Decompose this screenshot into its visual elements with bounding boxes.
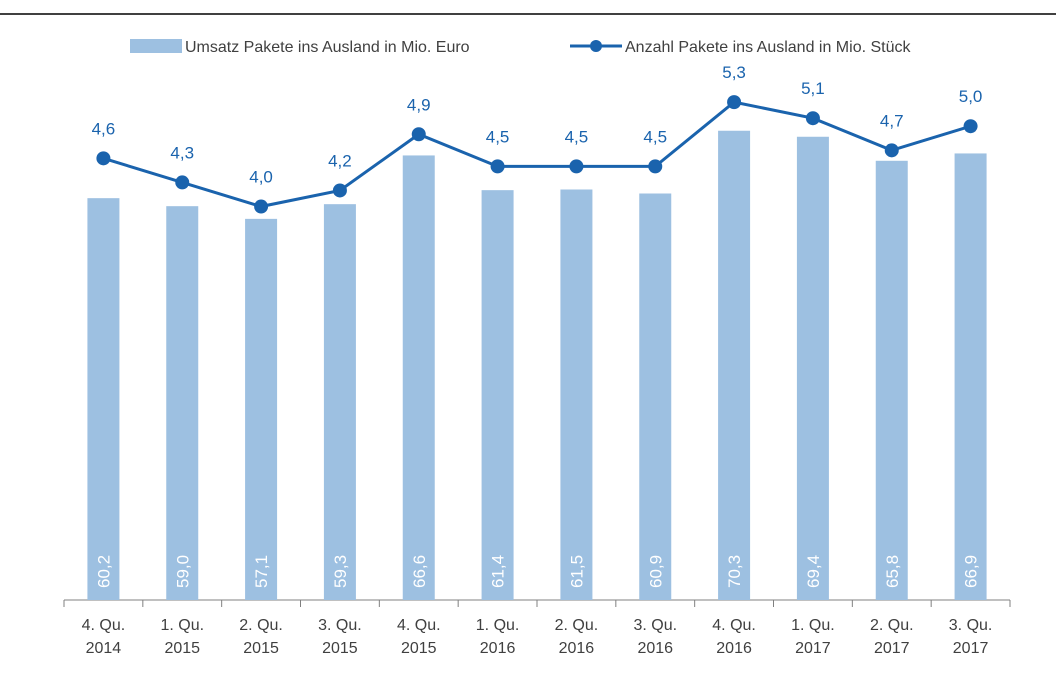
bar: [323, 204, 356, 601]
x-tick-label-line: 4. Qu.: [712, 617, 756, 634]
line-marker: [175, 175, 190, 190]
bar: [718, 130, 751, 600]
x-tick-label-line: 3. Qu.: [633, 617, 677, 634]
line-marker: [96, 151, 111, 166]
bar: [875, 160, 908, 600]
bar: [954, 153, 987, 600]
bar-value-label: 60,9: [646, 555, 665, 588]
bar: [639, 193, 672, 600]
line-marker: [884, 143, 899, 158]
x-tick-label-line: 2. Qu.: [239, 617, 283, 634]
bar: [166, 206, 199, 601]
line-value-label: 5,3: [722, 63, 746, 82]
x-tick-label-line: 3. Qu.: [949, 617, 993, 634]
x-tick-label: 4. Qu. 2015: [397, 617, 441, 657]
x-tick-label-line: 4. Qu.: [82, 617, 126, 634]
x-tick-label: 3. Qu. 2016: [633, 617, 677, 657]
x-tick-label: 3. Qu. 2015: [318, 617, 362, 657]
legend-marker: [590, 40, 602, 52]
line-marker: [411, 127, 426, 142]
line-value-label: 4,5: [643, 127, 667, 146]
x-tick-label-line: 2016: [716, 640, 752, 657]
bar: [481, 190, 514, 600]
x-tick-label-line: 2017: [874, 640, 910, 657]
x-tick-label-line: 2016: [480, 640, 516, 657]
bar-value-label: 70,3: [725, 555, 744, 588]
x-tick-label-line: 2. Qu.: [555, 617, 599, 634]
x-tick-label-line: 2015: [322, 640, 358, 657]
x-tick-label-line: 2. Qu.: [870, 617, 914, 634]
bar: [796, 136, 829, 600]
x-tick-label: 1. Qu. 2016: [476, 617, 520, 657]
x-tick-label-line: 2017: [795, 640, 831, 657]
x-tick-label-line: 1. Qu.: [160, 617, 204, 634]
line-value-label: 4,2: [328, 151, 352, 170]
line-value-label: 4,6: [92, 119, 116, 138]
bar: [402, 155, 435, 600]
x-tick-label-line: 2015: [164, 640, 200, 657]
bar-value-label: 61,4: [489, 555, 508, 588]
bar-value-label: 65,8: [883, 555, 902, 588]
line-marker: [569, 159, 584, 174]
bar-value-label: 59,3: [331, 555, 350, 588]
line-marker: [963, 119, 978, 134]
line-value-label: 5,0: [959, 87, 983, 106]
x-tick-label-line: 2015: [401, 640, 437, 657]
line-marker: [490, 159, 505, 174]
x-tick-label-line: 2015: [243, 640, 279, 657]
line-marker: [805, 111, 820, 126]
x-tick-label: 2. Qu. 2017: [870, 617, 914, 657]
bar-value-label: 60,2: [94, 555, 113, 588]
line: [102, 100, 972, 209]
x-tick-label-line: 2016: [637, 640, 673, 657]
bar-value-label: 66,9: [962, 555, 981, 588]
line-marker: [332, 183, 347, 198]
line-marker: [727, 95, 742, 110]
bar-value-label: 57,1: [252, 555, 271, 588]
bar: [87, 198, 120, 601]
x-tick-label: 3. Qu. 2017: [949, 617, 993, 657]
line-value-label: 5,1: [801, 79, 825, 98]
x-tick-label: 2. Qu. 2015: [239, 617, 283, 657]
x-tick-label: 4. Qu. 2016: [712, 617, 756, 657]
bar-value-label: 61,5: [567, 555, 586, 588]
legend-swatch: [130, 39, 182, 53]
legend-label: Umsatz Pakete ins Ausland in Mio. Euro: [185, 39, 470, 56]
bar: [560, 189, 593, 601]
x-tick-label: 1. Qu. 2015: [160, 617, 204, 657]
line-value-label: 4,0: [249, 168, 273, 187]
line-marker: [254, 199, 269, 214]
bar-value-label: 66,6: [410, 555, 429, 588]
line-marker: [648, 159, 663, 174]
line-value-label: 4,9: [407, 95, 431, 114]
bar-value-label: 59,0: [173, 555, 192, 588]
line-value-label: 4,5: [565, 127, 589, 146]
line-value-label: 4,5: [486, 127, 510, 146]
line-value-label: 4,3: [170, 143, 194, 162]
x-tick-label-line: 1. Qu.: [791, 617, 835, 634]
bar: [245, 218, 278, 601]
x-tick-label-line: 1. Qu.: [476, 617, 520, 634]
x-tick-label-line: 2014: [86, 640, 122, 657]
x-tick-label-line: 2016: [559, 640, 595, 657]
x-tick-label-line: 3. Qu.: [318, 617, 362, 634]
x-tick-label: 1. Qu. 2017: [791, 617, 835, 657]
x-tick-label: 2. Qu. 2016: [555, 617, 599, 657]
x-tick-label: 4. Qu. 2014: [82, 617, 126, 657]
line-value-label: 4,7: [880, 111, 904, 130]
legend-label: Anzahl Pakete ins Ausland in Mio. Stück: [625, 39, 911, 56]
x-tick-label-line: 4. Qu.: [397, 617, 441, 634]
bar-value-label: 69,4: [804, 555, 823, 588]
x-tick-label-line: 2017: [953, 640, 989, 657]
